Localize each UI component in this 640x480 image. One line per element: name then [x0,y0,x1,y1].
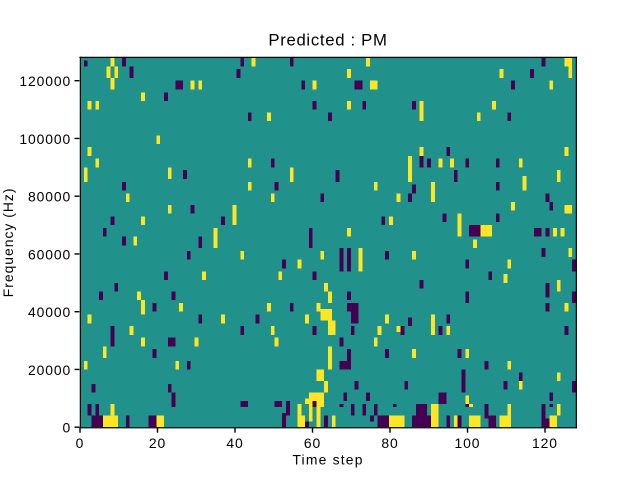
svg-text:20000: 20000 [28,362,71,378]
svg-text:Frequency (Hz): Frequency (Hz) [0,188,16,298]
svg-text:0: 0 [63,420,72,436]
svg-text:Predicted : PM: Predicted : PM [268,31,387,50]
svg-text:20: 20 [149,435,166,451]
svg-text:40: 40 [226,435,243,451]
svg-text:120000: 120000 [19,73,71,89]
svg-text:0: 0 [76,435,85,451]
svg-text:80000: 80000 [28,189,71,205]
svg-text:100: 100 [455,435,481,451]
svg-text:60000: 60000 [28,246,71,262]
svg-text:40000: 40000 [28,304,71,320]
svg-text:100000: 100000 [19,131,71,147]
svg-text:120: 120 [532,435,558,451]
svg-text:Time step: Time step [292,452,363,468]
svg-text:80: 80 [381,435,398,451]
svg-text:60: 60 [304,435,321,451]
